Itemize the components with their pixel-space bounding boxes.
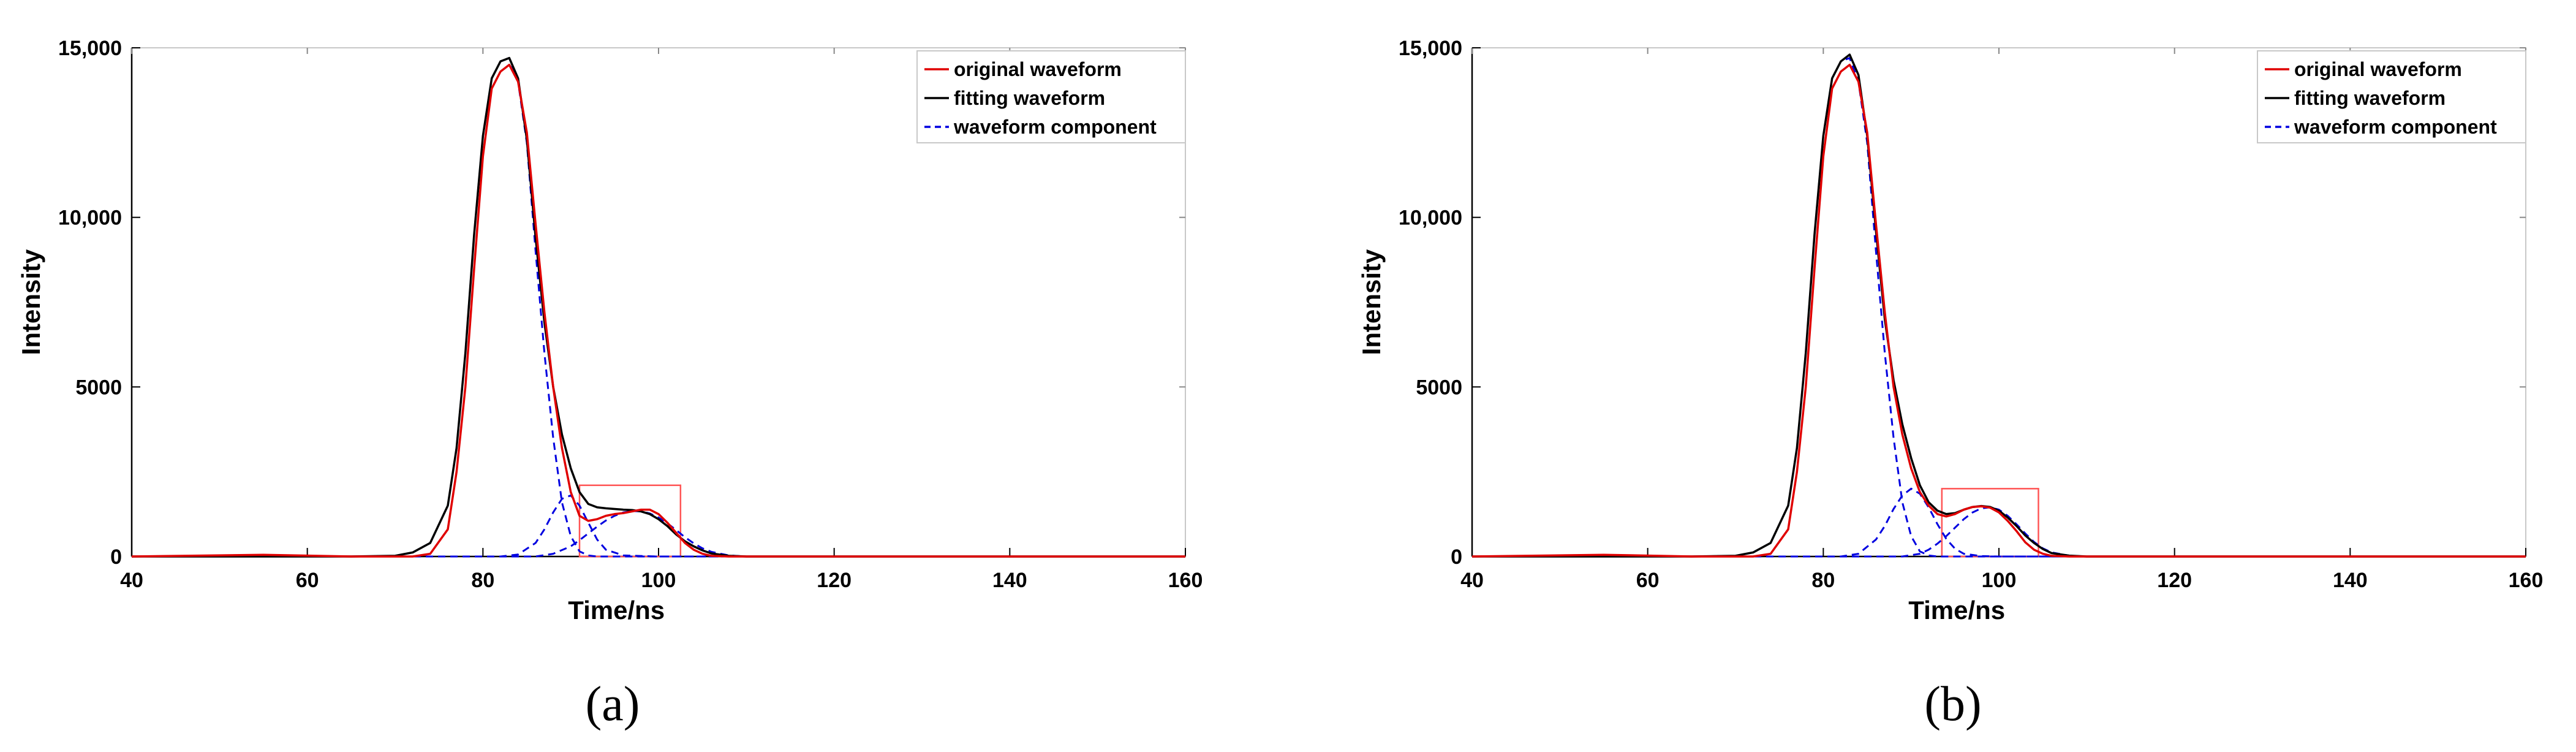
- y-tick-label: 15,000: [58, 37, 122, 60]
- legend-label: fitting waveform: [954, 87, 1105, 109]
- legend-label: fitting waveform: [2294, 87, 2446, 109]
- legend-box: [916, 50, 1186, 143]
- x-tick-label: 160: [2509, 569, 2544, 592]
- x-tick-label: 120: [817, 569, 852, 592]
- legend-label: original waveform: [954, 58, 1122, 80]
- series-original-waveform: [131, 63, 1185, 558]
- y-tick-label: 5000: [1416, 376, 1462, 399]
- x-tick-label: 80: [471, 569, 494, 592]
- x-tick-label: 120: [2157, 569, 2192, 592]
- highlight-box: [1941, 488, 2039, 558]
- x-tick-label: 140: [2333, 569, 2368, 592]
- x-tick-label: 100: [641, 569, 676, 592]
- series-original-waveform: [1471, 63, 2526, 558]
- panel-caption: (a): [586, 677, 640, 731]
- legend-label: waveform component: [953, 116, 1157, 138]
- series-fitting-waveform: [132, 56, 1185, 558]
- series-fitting-waveform: [1472, 53, 2526, 558]
- legend-label: original waveform: [2294, 58, 2462, 80]
- y-axis-label: Intensity: [17, 249, 45, 355]
- y-tick-label: 0: [110, 545, 122, 569]
- x-tick-label: 80: [1811, 569, 1835, 592]
- x-tick-label: 40: [120, 569, 143, 592]
- y-tick-label: 15,000: [1399, 37, 1462, 60]
- x-axis-label: Time/ns: [1908, 596, 2005, 625]
- x-tick-label: 40: [1460, 569, 1484, 592]
- x-tick-label: 100: [1982, 569, 2017, 592]
- chart-panel-b: 40 60 80 100 120 140 160 0 5000 10,000 15,000 Time/…: [1357, 37, 2543, 731]
- chart-panel-a: 40 60 80 100 120 140 160 0 5000 10,000 15,000 Time/…: [17, 37, 1203, 731]
- x-tick-label: 140: [992, 569, 1027, 592]
- panel-caption: (b): [1924, 677, 1981, 731]
- y-tick-label: 10,000: [1399, 207, 1462, 230]
- y-tick-label: 5000: [75, 376, 122, 399]
- x-tick-label: 160: [1168, 569, 1203, 592]
- legend-box: [2257, 50, 2526, 143]
- x-tick-label: 60: [1636, 569, 1660, 592]
- x-axis-label: Time/ns: [568, 596, 665, 625]
- y-axis-label: Intensity: [1357, 249, 1386, 355]
- series-waveform-component-3: [1472, 487, 2526, 558]
- legend-label: waveform component: [2294, 116, 2497, 138]
- x-tick-label: 60: [296, 569, 319, 592]
- y-tick-label: 0: [1451, 545, 1462, 569]
- y-tick-label: 10,000: [58, 207, 122, 230]
- series-waveform-component-3: [132, 494, 1185, 558]
